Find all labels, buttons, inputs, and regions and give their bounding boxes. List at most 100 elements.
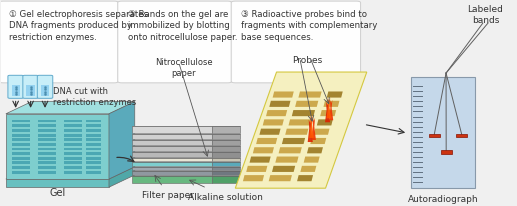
Polygon shape bbox=[6, 102, 135, 114]
Bar bbox=[12, 157, 30, 160]
Polygon shape bbox=[298, 92, 322, 98]
Bar bbox=[429, 135, 440, 138]
Polygon shape bbox=[297, 175, 313, 181]
Polygon shape bbox=[288, 120, 312, 126]
Bar bbox=[11, 86, 20, 97]
Polygon shape bbox=[266, 111, 287, 117]
Polygon shape bbox=[276, 157, 298, 163]
Bar bbox=[86, 134, 101, 137]
Polygon shape bbox=[132, 127, 212, 133]
Polygon shape bbox=[109, 167, 135, 187]
Bar bbox=[12, 143, 30, 146]
Bar bbox=[86, 167, 101, 169]
FancyBboxPatch shape bbox=[8, 76, 23, 99]
Polygon shape bbox=[132, 140, 212, 145]
Polygon shape bbox=[279, 147, 302, 154]
Bar bbox=[38, 134, 56, 137]
Polygon shape bbox=[256, 138, 277, 144]
Bar bbox=[64, 120, 82, 123]
Bar bbox=[38, 143, 56, 146]
FancyBboxPatch shape bbox=[231, 2, 360, 83]
Polygon shape bbox=[329, 100, 333, 121]
Polygon shape bbox=[312, 118, 316, 140]
Bar bbox=[12, 148, 30, 151]
Polygon shape bbox=[307, 147, 323, 154]
Bar bbox=[86, 143, 101, 146]
Polygon shape bbox=[282, 138, 305, 144]
Polygon shape bbox=[260, 129, 281, 135]
Polygon shape bbox=[269, 175, 292, 181]
Polygon shape bbox=[309, 116, 314, 138]
Polygon shape bbox=[212, 171, 240, 175]
Bar bbox=[38, 167, 56, 169]
Polygon shape bbox=[132, 163, 212, 166]
Bar bbox=[64, 139, 82, 142]
Text: Filter paper: Filter paper bbox=[142, 190, 194, 199]
Polygon shape bbox=[324, 101, 340, 107]
Text: ② Bands on the gel are
immobilized by blotting
onto nitrocellulose paper.: ② Bands on the gel are immobilized by bl… bbox=[128, 10, 237, 42]
Bar bbox=[38, 125, 56, 128]
Polygon shape bbox=[212, 140, 240, 145]
Polygon shape bbox=[6, 114, 109, 179]
Polygon shape bbox=[272, 166, 295, 172]
Text: ③ Radioactive probes bind to
fragments with complementary
base sequences.: ③ Radioactive probes bind to fragments w… bbox=[241, 10, 378, 42]
Bar bbox=[64, 143, 82, 146]
Polygon shape bbox=[269, 101, 291, 107]
Polygon shape bbox=[250, 157, 271, 163]
Bar bbox=[12, 162, 30, 165]
Bar bbox=[38, 162, 56, 165]
Bar bbox=[12, 152, 30, 155]
Bar bbox=[86, 152, 101, 155]
Bar bbox=[12, 167, 30, 169]
FancyBboxPatch shape bbox=[0, 2, 118, 83]
Bar bbox=[64, 167, 82, 169]
Bar bbox=[456, 135, 467, 138]
Polygon shape bbox=[327, 98, 331, 119]
Polygon shape bbox=[285, 129, 309, 135]
Polygon shape bbox=[310, 138, 326, 144]
Polygon shape bbox=[308, 120, 313, 142]
Polygon shape bbox=[212, 146, 240, 151]
Polygon shape bbox=[6, 179, 109, 187]
Bar bbox=[64, 152, 82, 155]
Polygon shape bbox=[253, 147, 274, 154]
Polygon shape bbox=[212, 163, 240, 166]
Bar bbox=[64, 171, 82, 174]
Bar bbox=[26, 86, 35, 97]
Bar bbox=[86, 157, 101, 160]
Polygon shape bbox=[300, 166, 316, 172]
FancyBboxPatch shape bbox=[37, 76, 53, 99]
Polygon shape bbox=[132, 167, 212, 171]
Bar bbox=[38, 171, 56, 174]
Polygon shape bbox=[317, 120, 333, 126]
Polygon shape bbox=[235, 73, 367, 188]
Polygon shape bbox=[246, 166, 267, 172]
Bar bbox=[12, 134, 30, 137]
Polygon shape bbox=[212, 158, 240, 162]
Polygon shape bbox=[212, 134, 240, 139]
Bar bbox=[86, 171, 101, 174]
Bar bbox=[86, 162, 101, 165]
Bar bbox=[64, 162, 82, 165]
Polygon shape bbox=[132, 152, 212, 157]
Bar bbox=[64, 129, 82, 132]
Polygon shape bbox=[132, 158, 212, 162]
Polygon shape bbox=[272, 92, 294, 98]
Bar bbox=[86, 125, 101, 128]
Polygon shape bbox=[212, 167, 240, 171]
Text: Probes: Probes bbox=[292, 55, 323, 64]
Polygon shape bbox=[292, 111, 315, 117]
Polygon shape bbox=[212, 152, 240, 157]
Text: Labeled
bands: Labeled bands bbox=[467, 5, 504, 25]
Text: Alkaline solution: Alkaline solution bbox=[188, 192, 263, 201]
Bar bbox=[64, 157, 82, 160]
Bar bbox=[86, 139, 101, 142]
FancyBboxPatch shape bbox=[23, 76, 38, 99]
FancyBboxPatch shape bbox=[118, 2, 232, 83]
Bar bbox=[12, 171, 30, 174]
Bar bbox=[38, 120, 56, 123]
Polygon shape bbox=[263, 120, 284, 126]
Bar bbox=[86, 148, 101, 151]
Text: Nitrocellulose
paper: Nitrocellulose paper bbox=[155, 57, 212, 77]
Bar bbox=[41, 86, 49, 97]
